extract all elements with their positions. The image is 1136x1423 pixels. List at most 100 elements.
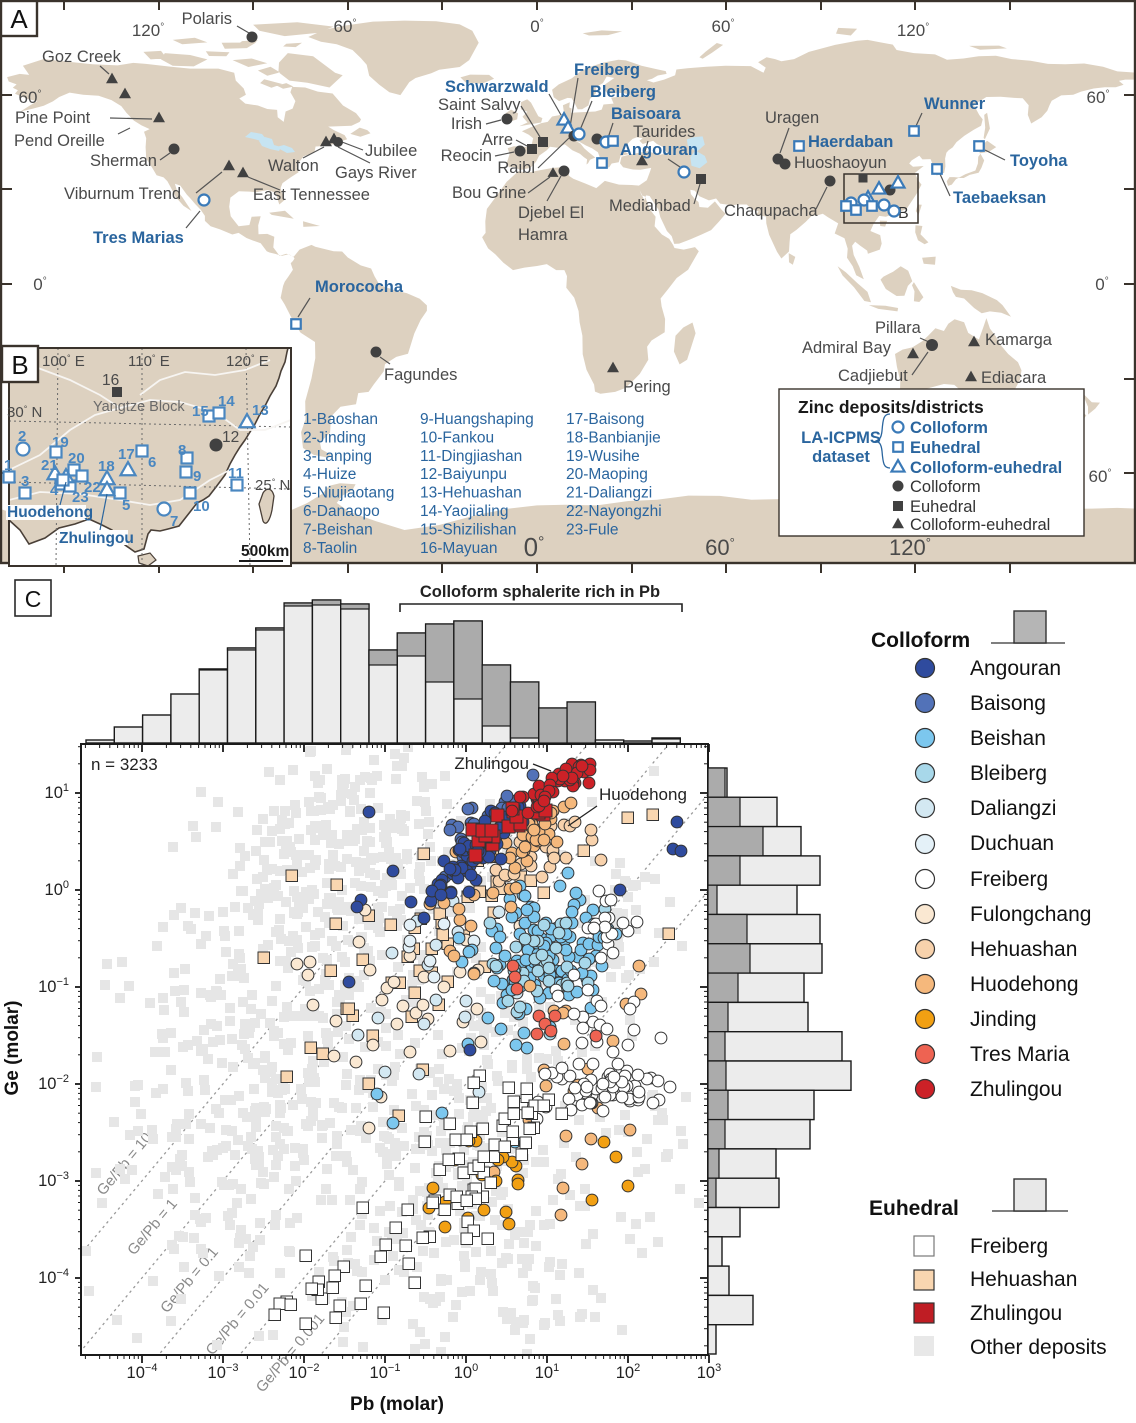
svg-text:3-Lanping: 3-Lanping xyxy=(303,448,372,465)
svg-text:11-Dingjiashan: 11-Dingjiashan xyxy=(420,448,522,465)
svg-text:n = 3233: n = 3233 xyxy=(91,755,158,774)
svg-text:9-Huangshaping: 9-Huangshaping xyxy=(420,411,534,428)
svg-text:13: 13 xyxy=(252,402,269,419)
svg-text:Ediacara: Ediacara xyxy=(981,369,1047,387)
svg-text:Euhedral: Euhedral xyxy=(910,498,976,516)
svg-text:Tres Marias: Tres Marias xyxy=(93,229,184,247)
svg-text:Huodehong: Huodehong xyxy=(599,785,687,804)
svg-text:Freiberg: Freiberg xyxy=(970,1235,1048,1258)
svg-text:Angouran: Angouran xyxy=(620,141,698,159)
svg-text:East Tennessee: East Tennessee xyxy=(253,186,370,204)
svg-text:Taebaeksan: Taebaeksan xyxy=(953,189,1046,207)
svg-text:Cadjiebut: Cadjiebut xyxy=(838,367,908,385)
svg-text:11: 11 xyxy=(228,465,244,482)
svg-text:500km: 500km xyxy=(241,543,289,560)
svg-text:Djebel El: Djebel El xyxy=(518,204,584,222)
svg-text:110° E: 110° E xyxy=(128,353,170,370)
svg-text:20: 20 xyxy=(68,450,85,467)
svg-text:B: B xyxy=(898,205,909,222)
svg-text:Other deposits: Other deposits xyxy=(970,1336,1107,1359)
svg-text:15-Shizilishan: 15-Shizilishan xyxy=(420,521,517,538)
svg-text:18: 18 xyxy=(98,458,115,475)
svg-text:Freiberg: Freiberg xyxy=(970,868,1048,891)
svg-text:19: 19 xyxy=(52,434,69,451)
svg-text:Schwarzwald: Schwarzwald xyxy=(445,78,549,96)
svg-text:23-Fule: 23-Fule xyxy=(566,521,619,538)
svg-text:Euhedral: Euhedral xyxy=(910,439,981,457)
svg-text:20-Maoping: 20-Maoping xyxy=(566,466,648,483)
svg-text:101: 101 xyxy=(535,1362,559,1382)
svg-text:60°: 60° xyxy=(334,17,357,36)
svg-text:B: B xyxy=(11,350,28,380)
svg-text:dataset: dataset xyxy=(812,448,870,466)
svg-text:60°: 60° xyxy=(712,17,735,36)
svg-text:Colloform: Colloform xyxy=(871,629,970,652)
svg-text:Irish: Irish xyxy=(451,115,482,133)
svg-text:Taurides: Taurides xyxy=(633,123,695,141)
svg-text:Bleiberg: Bleiberg xyxy=(590,83,656,101)
svg-text:Saint Salvy: Saint Salvy xyxy=(438,96,521,114)
svg-text:30° N: 30° N xyxy=(7,404,42,421)
svg-text:10: 10 xyxy=(193,498,210,515)
svg-text:16: 16 xyxy=(102,372,119,389)
svg-text:60°: 60° xyxy=(705,535,735,560)
svg-text:Viburnum Trend: Viburnum Trend xyxy=(64,185,181,203)
svg-text:Zhulingou: Zhulingou xyxy=(59,530,134,547)
svg-text:120°: 120° xyxy=(897,21,929,40)
svg-text:Ge (molar): Ge (molar) xyxy=(2,1000,23,1095)
svg-text:Wunner: Wunner xyxy=(924,95,986,113)
svg-text:7: 7 xyxy=(170,513,178,530)
svg-text:7-Beishan: 7-Beishan xyxy=(303,521,373,538)
svg-text:14-Yaojialing: 14-Yaojialing xyxy=(420,503,508,520)
svg-text:Baisong: Baisong xyxy=(970,692,1046,715)
svg-text:Fagundes: Fagundes xyxy=(384,366,457,384)
svg-text:3: 3 xyxy=(21,473,29,490)
svg-text:120° E: 120° E xyxy=(226,353,269,370)
svg-text:6: 6 xyxy=(148,454,156,471)
svg-text:18-Banbianjie: 18-Banbianjie xyxy=(566,429,661,446)
svg-text:Gays River: Gays River xyxy=(335,164,417,182)
svg-text:25° N: 25° N xyxy=(255,477,290,494)
svg-text:Bou Grine: Bou Grine xyxy=(452,184,526,202)
svg-text:Zhulingou: Zhulingou xyxy=(970,1302,1062,1325)
svg-text:Zhulingou: Zhulingou xyxy=(454,754,529,773)
svg-text:60°: 60° xyxy=(19,88,42,107)
svg-text:Yangtze Block: Yangtze Block xyxy=(93,399,185,415)
svg-text:1-Baoshan: 1-Baoshan xyxy=(303,411,378,428)
svg-text:5-Niujiaotang: 5-Niujiaotang xyxy=(303,485,394,502)
svg-text:1: 1 xyxy=(4,457,12,474)
svg-text:60°: 60° xyxy=(1087,88,1110,107)
svg-text:Hamra: Hamra xyxy=(518,226,568,244)
svg-text:14: 14 xyxy=(218,393,235,410)
svg-text:120°: 120° xyxy=(889,535,931,560)
svg-text:10-Fankou: 10-Fankou xyxy=(420,429,494,446)
svg-text:Colloform: Colloform xyxy=(910,478,981,496)
svg-text:23: 23 xyxy=(72,489,89,506)
svg-text:5: 5 xyxy=(122,497,130,514)
svg-text:Jinding: Jinding xyxy=(970,1008,1037,1031)
svg-text:Tres Maria: Tres Maria xyxy=(970,1043,1070,1066)
svg-text:Colloform sphalerite rich in P: Colloform sphalerite rich in Pb xyxy=(420,583,660,601)
svg-text:Huodehong: Huodehong xyxy=(970,973,1079,996)
svg-text:Admiral Bay: Admiral Bay xyxy=(802,339,892,357)
svg-text:Jubilee: Jubilee xyxy=(365,142,417,160)
svg-text:Raibl: Raibl xyxy=(497,159,535,177)
svg-text:LA-ICPMS: LA-ICPMS xyxy=(801,429,881,447)
svg-text:21: 21 xyxy=(41,457,58,474)
svg-text:Reocin: Reocin xyxy=(441,147,492,165)
svg-text:120°: 120° xyxy=(132,21,164,40)
svg-text:8: 8 xyxy=(178,442,186,459)
svg-text:17: 17 xyxy=(118,446,135,463)
svg-text:Freiberg: Freiberg xyxy=(574,61,640,79)
svg-text:100: 100 xyxy=(454,1362,478,1382)
svg-text:Pering: Pering xyxy=(623,378,671,396)
svg-text:12-Baiyunpu: 12-Baiyunpu xyxy=(420,466,507,483)
svg-text:16-Mayuan: 16-Mayuan xyxy=(420,540,498,557)
svg-text:4-Huize: 4-Huize xyxy=(303,466,356,483)
svg-text:Haerdaban: Haerdaban xyxy=(808,133,893,151)
svg-text:15: 15 xyxy=(192,403,209,420)
svg-text:Colloform-euhedral: Colloform-euhedral xyxy=(910,459,1062,477)
svg-text:Pend Oreille: Pend Oreille xyxy=(14,132,105,150)
svg-text:22-Nayongzhi: 22-Nayongzhi xyxy=(566,503,662,520)
svg-text:Chaqupacha: Chaqupacha xyxy=(724,202,818,220)
